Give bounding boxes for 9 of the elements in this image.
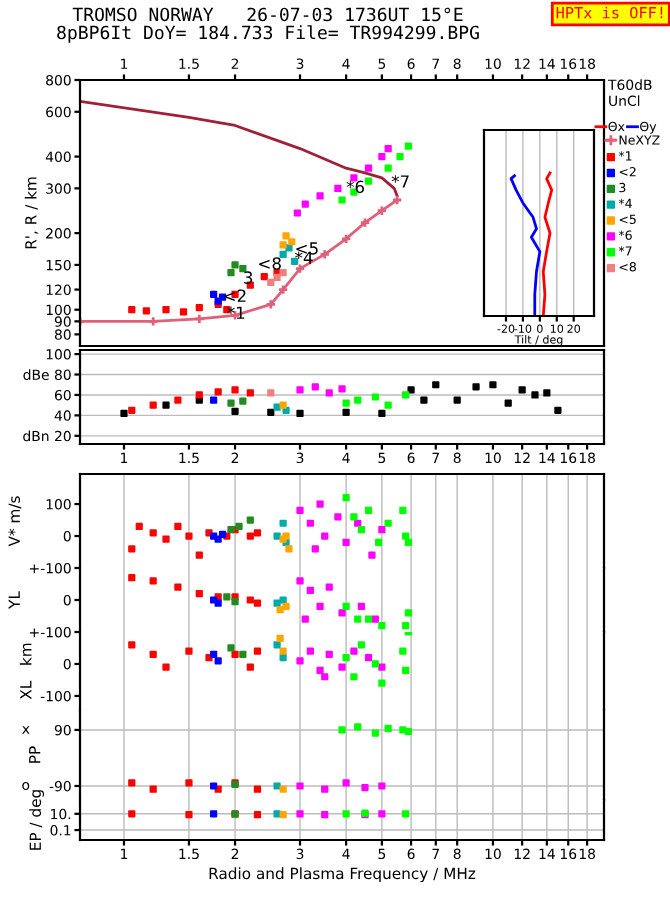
annotation: *1 bbox=[227, 306, 245, 319]
annotation: *4 bbox=[295, 251, 313, 264]
annotation: *7 bbox=[391, 175, 409, 188]
annotation: <8 bbox=[259, 257, 281, 270]
chart-title: TROMSO NORWAY 26-07-03 1736UT 15°E bbox=[72, 7, 463, 22]
annotation: 3 bbox=[244, 271, 253, 284]
annotation: <5 bbox=[296, 242, 318, 255]
chart-subtitle: 8pBP6It DoY= 184.733 File= TR994299.BPG bbox=[57, 25, 479, 43]
annotation: *6 bbox=[346, 180, 364, 194]
